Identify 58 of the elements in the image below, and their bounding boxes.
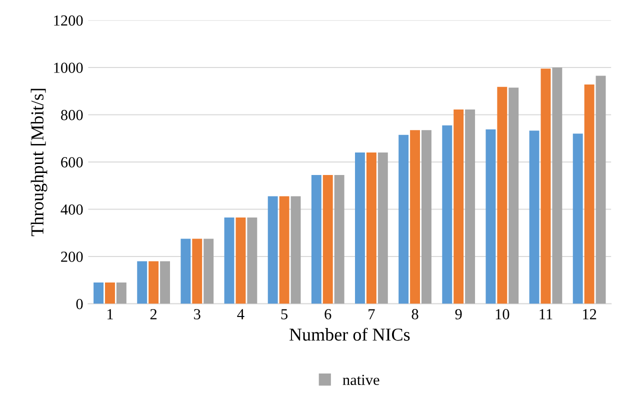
bar — [442, 125, 452, 304]
bar — [540, 68, 551, 304]
y-tick-label: 1200 — [54, 15, 83, 26]
bar — [334, 174, 344, 304]
bar — [160, 261, 170, 304]
legend-label: native — [342, 374, 380, 386]
bar — [584, 84, 594, 304]
y-tick-label: 400 — [60, 204, 83, 215]
bar — [508, 88, 519, 304]
x-tick-label: 12 — [583, 309, 596, 320]
x-tick-label: 7 — [368, 309, 375, 320]
x-tick-label: 8 — [412, 309, 418, 320]
x-tick-label: 2 — [150, 309, 157, 320]
y-axis-title: Throughput [Mbit/s] — [30, 88, 48, 236]
bar — [366, 152, 376, 304]
y-tick-label: 1000 — [54, 62, 83, 73]
x-axis-title: Number of NICs — [289, 328, 410, 341]
bar — [105, 282, 115, 304]
y-tick-label: 600 — [61, 157, 83, 168]
bar — [465, 110, 476, 304]
y-tick-label: 200 — [61, 252, 83, 262]
x-tick-label: 11 — [540, 309, 552, 320]
bar — [247, 218, 258, 304]
bar — [410, 130, 420, 304]
x-tick-label: 5 — [281, 309, 288, 320]
bar — [192, 238, 202, 304]
bar — [204, 238, 214, 304]
y-tick-label: 800 — [61, 110, 83, 120]
x-tick-label: 4 — [237, 309, 244, 320]
bar — [552, 68, 562, 304]
x-tick-label: 6 — [324, 309, 332, 320]
x-tick-label: 3 — [194, 309, 200, 320]
bar — [224, 218, 234, 304]
x-tick-label: 10 — [496, 309, 510, 320]
bar — [148, 261, 159, 304]
y-tick-label: 0 — [76, 298, 83, 310]
x-tick-label: 1 — [108, 309, 113, 320]
bar — [290, 196, 301, 304]
bar — [572, 134, 583, 304]
bar — [322, 174, 333, 304]
bar — [279, 196, 290, 304]
bar — [454, 110, 464, 304]
bar — [378, 152, 388, 304]
x-tick-label: 9 — [455, 309, 462, 320]
bar — [421, 130, 432, 304]
bar — [398, 134, 409, 304]
bar — [137, 261, 148, 304]
bar — [116, 282, 126, 304]
bar — [268, 196, 278, 304]
bar — [497, 86, 508, 304]
bar — [355, 152, 365, 304]
bar — [94, 282, 104, 304]
bar — [486, 129, 496, 304]
bar — [236, 218, 246, 304]
bar — [596, 76, 606, 304]
bar — [180, 238, 191, 304]
bar — [311, 174, 322, 304]
bar — [529, 130, 540, 304]
